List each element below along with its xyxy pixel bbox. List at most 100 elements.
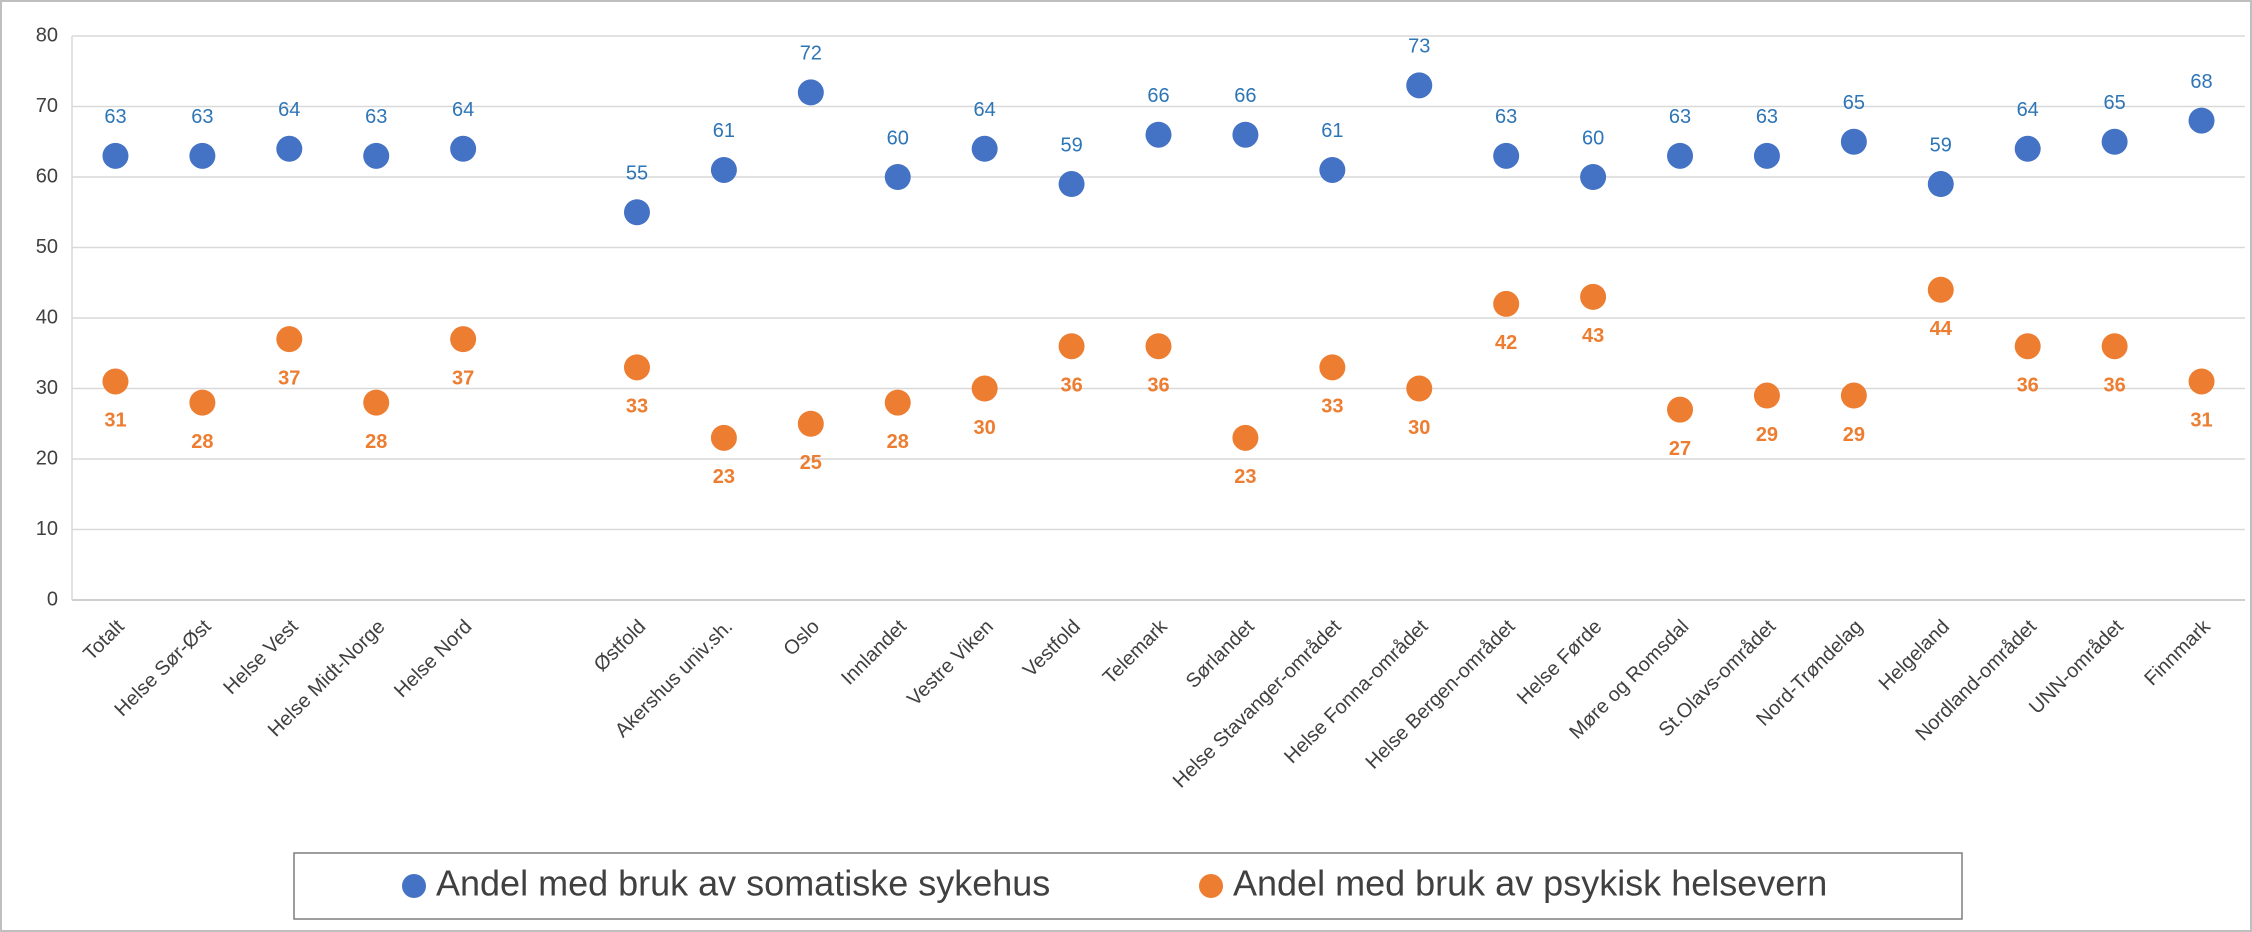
data-label: 65 bbox=[2103, 92, 2125, 114]
data-label: 28 bbox=[191, 431, 213, 453]
dot bbox=[1406, 375, 1433, 402]
data-label: 73 bbox=[1408, 36, 1430, 58]
data-label: 64 bbox=[2017, 99, 2039, 121]
dot bbox=[1145, 333, 1172, 360]
dot bbox=[1753, 142, 1780, 169]
data-label: 55 bbox=[626, 163, 648, 185]
data-label: 36 bbox=[2017, 374, 2039, 396]
y-tick-label: 60 bbox=[36, 165, 58, 187]
dot bbox=[710, 156, 737, 183]
dot bbox=[1580, 283, 1607, 310]
dot bbox=[102, 368, 129, 395]
dot bbox=[1493, 142, 1520, 169]
dot bbox=[2101, 128, 2128, 155]
data-label: 25 bbox=[800, 452, 822, 474]
data-label: 59 bbox=[1930, 134, 1952, 156]
data-label: 30 bbox=[1408, 417, 1430, 439]
data-label: 63 bbox=[1669, 106, 1691, 128]
data-label: 42 bbox=[1495, 332, 1517, 354]
data-label: 64 bbox=[974, 99, 996, 121]
data-label: 66 bbox=[1234, 85, 1256, 107]
data-label: 63 bbox=[365, 106, 387, 128]
data-label: 59 bbox=[1060, 134, 1082, 156]
data-label: 72 bbox=[800, 43, 822, 65]
data-label: 29 bbox=[1756, 424, 1778, 446]
data-label: 64 bbox=[452, 99, 474, 121]
y-tick-label: 40 bbox=[36, 306, 58, 328]
data-label: 23 bbox=[713, 466, 735, 488]
dot bbox=[710, 424, 737, 451]
data-label: 29 bbox=[1843, 424, 1865, 446]
dot bbox=[1058, 171, 1085, 198]
legend-marker bbox=[402, 874, 426, 898]
dot bbox=[623, 199, 650, 226]
data-label: 31 bbox=[2190, 410, 2212, 432]
data-label: 36 bbox=[1060, 374, 1082, 396]
dot bbox=[1667, 396, 1694, 423]
dot bbox=[189, 389, 216, 416]
data-label: 36 bbox=[1147, 374, 1169, 396]
data-label: 33 bbox=[1321, 396, 1343, 418]
dot bbox=[971, 135, 998, 162]
dot bbox=[1753, 382, 1780, 409]
data-label: 44 bbox=[1930, 318, 1953, 340]
dot bbox=[2188, 368, 2215, 395]
data-label: 60 bbox=[1582, 127, 1604, 149]
dot bbox=[1232, 424, 1259, 451]
dot bbox=[797, 410, 824, 437]
dot bbox=[1840, 382, 1867, 409]
data-label: 36 bbox=[2103, 374, 2125, 396]
data-label: 28 bbox=[887, 431, 909, 453]
dot bbox=[623, 354, 650, 381]
y-tick-label: 10 bbox=[36, 518, 58, 540]
data-label: 37 bbox=[452, 367, 474, 389]
dot bbox=[884, 389, 911, 416]
y-tick-label: 70 bbox=[36, 95, 58, 117]
data-label: 43 bbox=[1582, 325, 1604, 347]
dot bbox=[189, 142, 216, 169]
dot bbox=[363, 389, 390, 416]
dot bbox=[450, 135, 477, 162]
dot bbox=[1319, 156, 1346, 183]
data-label: 63 bbox=[1756, 106, 1778, 128]
data-label: 33 bbox=[626, 396, 648, 418]
data-label: 37 bbox=[278, 367, 300, 389]
data-label: 68 bbox=[2190, 71, 2212, 93]
data-label: 27 bbox=[1669, 438, 1691, 460]
y-tick-label: 50 bbox=[36, 236, 58, 258]
dot bbox=[1493, 290, 1520, 317]
dot bbox=[2014, 333, 2041, 360]
data-label: 63 bbox=[191, 106, 213, 128]
data-label: 30 bbox=[974, 417, 996, 439]
dot bbox=[1840, 128, 1867, 155]
data-label: 61 bbox=[713, 120, 735, 142]
dot bbox=[450, 326, 477, 353]
data-label: 61 bbox=[1321, 120, 1343, 142]
y-tick-label: 0 bbox=[47, 588, 58, 610]
data-label: 65 bbox=[1843, 92, 1865, 114]
dot bbox=[1319, 354, 1346, 381]
dot bbox=[1667, 142, 1694, 169]
dot bbox=[971, 375, 998, 402]
dot bbox=[2101, 333, 2128, 360]
y-tick-label: 20 bbox=[36, 447, 58, 469]
data-label: 64 bbox=[278, 99, 300, 121]
dot bbox=[1406, 72, 1433, 99]
dot bbox=[1232, 121, 1259, 148]
legend-label: Andel med bruk av psykisk helsevern bbox=[1233, 863, 1827, 904]
legend-box bbox=[293, 852, 1963, 920]
data-label: 28 bbox=[365, 431, 387, 453]
dot bbox=[1580, 164, 1607, 190]
dot bbox=[797, 79, 824, 106]
dot bbox=[1927, 171, 1954, 198]
dot bbox=[2188, 107, 2215, 134]
data-label: 31 bbox=[104, 410, 126, 432]
dot bbox=[363, 142, 390, 169]
y-tick-label: 30 bbox=[36, 377, 58, 399]
dot bbox=[1145, 121, 1172, 148]
data-label: 23 bbox=[1234, 466, 1256, 488]
dot bbox=[1927, 276, 1954, 303]
data-label: 66 bbox=[1147, 85, 1169, 107]
dot bbox=[102, 142, 129, 169]
